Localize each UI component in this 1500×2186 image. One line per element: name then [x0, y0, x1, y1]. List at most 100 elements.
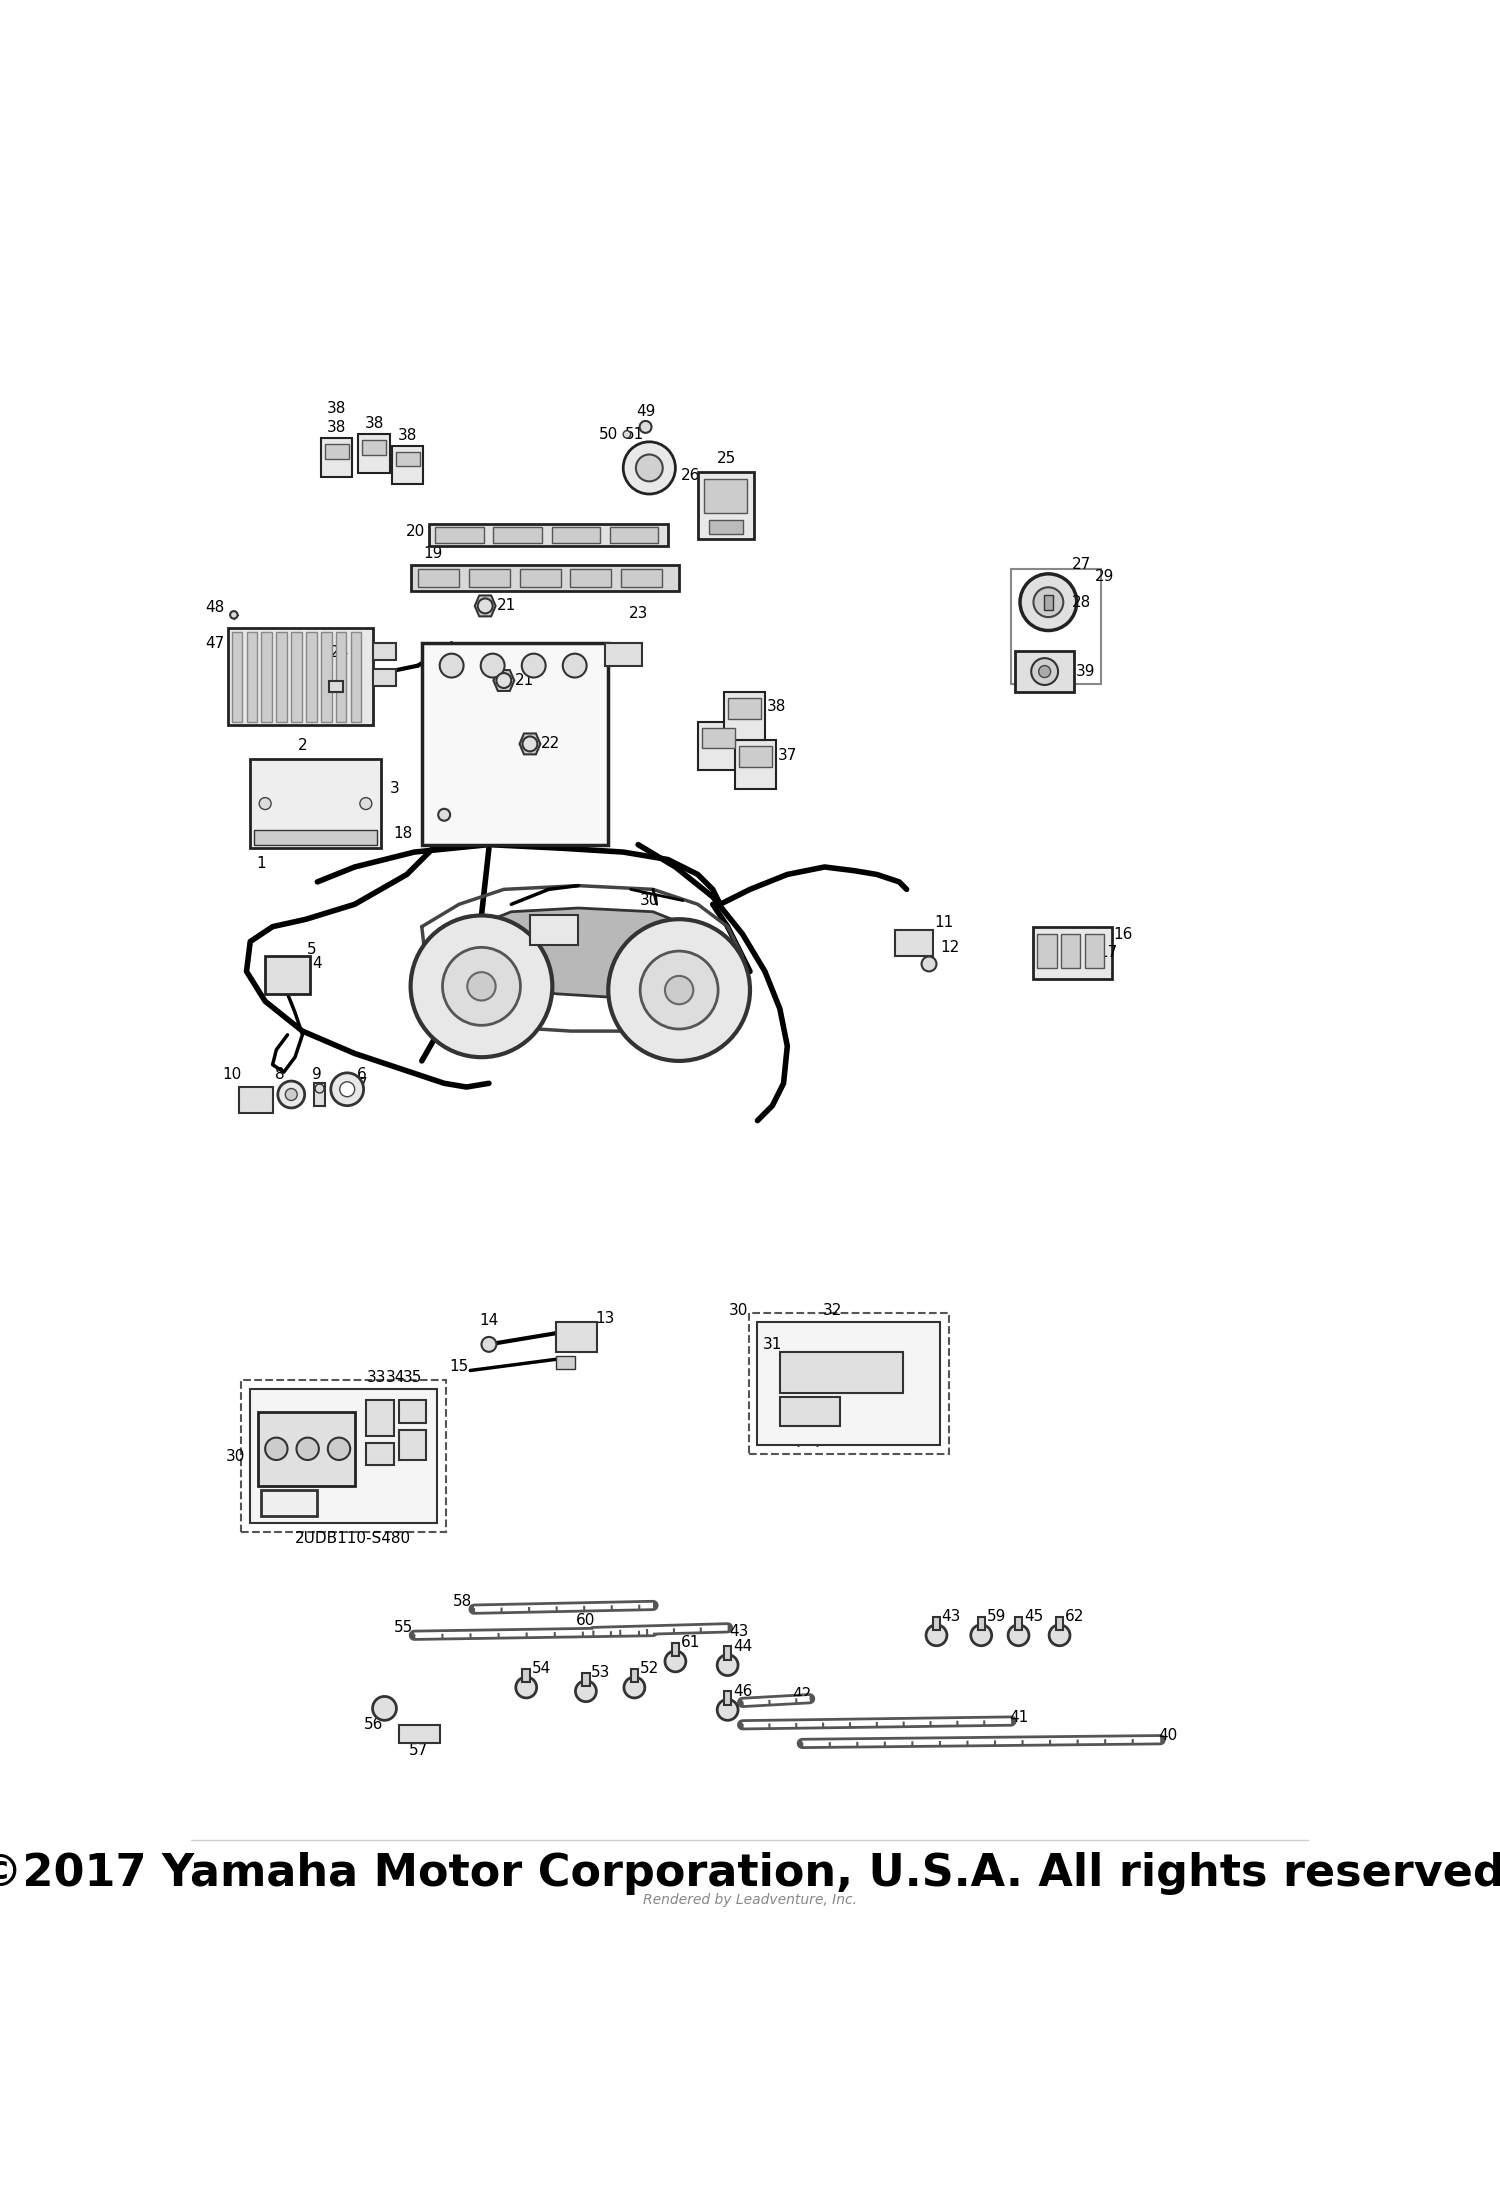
Bar [735, 741, 776, 789]
Circle shape [1030, 658, 1057, 684]
Text: 61: 61 [681, 1635, 700, 1650]
Text: 16: 16 [1113, 927, 1132, 942]
Text: 5: 5 [306, 942, 316, 957]
Bar [254, 831, 376, 844]
Text: 2: 2 [297, 739, 307, 752]
Bar [780, 1351, 903, 1392]
Circle shape [315, 1084, 324, 1093]
Circle shape [921, 957, 936, 971]
Circle shape [1034, 588, 1064, 616]
Text: FWD: FWD [268, 1495, 304, 1511]
Bar [228, 627, 374, 726]
Bar [399, 1725, 441, 1744]
Text: 27: 27 [1072, 557, 1092, 573]
Bar [276, 632, 286, 721]
Circle shape [636, 455, 663, 481]
Bar [419, 568, 459, 588]
Text: 7: 7 [357, 1078, 368, 1093]
Circle shape [496, 673, 512, 689]
Bar [374, 669, 396, 686]
Text: 53: 53 [591, 1666, 610, 1681]
Text: 8: 8 [276, 1067, 285, 1082]
Bar [1016, 651, 1074, 691]
Bar [321, 437, 352, 477]
Text: 30: 30 [225, 1449, 245, 1465]
Text: 62: 62 [1065, 1609, 1084, 1624]
Bar [978, 1618, 986, 1631]
Polygon shape [476, 595, 495, 616]
Text: 38: 38 [327, 400, 345, 415]
Text: 24: 24 [330, 645, 350, 660]
Circle shape [640, 951, 718, 1030]
Bar [740, 745, 772, 767]
Bar [896, 931, 933, 957]
Bar [429, 525, 668, 546]
Text: 52: 52 [639, 1661, 658, 1677]
Text: 47: 47 [206, 636, 224, 651]
Bar [522, 1668, 530, 1683]
Bar [702, 728, 735, 748]
Bar [351, 632, 361, 721]
Bar [374, 643, 396, 660]
Text: Rendered by Leadventure, Inc.: Rendered by Leadventure, Inc. [644, 1893, 856, 1906]
Text: 28: 28 [1072, 595, 1092, 610]
Text: 17: 17 [1098, 944, 1118, 960]
Circle shape [480, 654, 504, 678]
Circle shape [339, 1082, 354, 1097]
Bar [710, 520, 742, 533]
Bar [231, 632, 242, 721]
Text: 22: 22 [542, 737, 561, 752]
Bar [1034, 927, 1112, 979]
Circle shape [562, 654, 586, 678]
Text: 55: 55 [393, 1620, 412, 1635]
Text: 25: 25 [717, 450, 736, 466]
Text: 15: 15 [450, 1360, 468, 1375]
Text: 57: 57 [408, 1744, 428, 1758]
Bar [1084, 933, 1104, 968]
Bar [1056, 1618, 1064, 1631]
Bar [242, 1379, 446, 1532]
Bar [570, 568, 612, 588]
Bar [724, 691, 765, 741]
Bar [328, 680, 344, 691]
Bar [1016, 1618, 1023, 1631]
Text: 38: 38 [327, 420, 346, 435]
Text: 18: 18 [393, 826, 412, 842]
Text: 3: 3 [390, 780, 399, 796]
Circle shape [372, 1696, 396, 1720]
Text: 49: 49 [636, 404, 656, 420]
Circle shape [266, 1438, 288, 1460]
Circle shape [328, 1438, 350, 1460]
Circle shape [576, 1681, 597, 1701]
Text: 31: 31 [762, 1338, 782, 1351]
Bar [610, 527, 658, 544]
Bar [251, 1388, 436, 1524]
Text: 36: 36 [408, 1401, 428, 1414]
Bar [724, 1646, 732, 1659]
Bar [556, 1323, 597, 1351]
Bar [704, 479, 747, 514]
Bar [698, 721, 740, 769]
Circle shape [260, 798, 272, 809]
Circle shape [926, 1624, 946, 1646]
Bar [470, 568, 510, 588]
Bar [530, 916, 579, 944]
Bar [336, 632, 346, 721]
Text: 43: 43 [942, 1609, 962, 1624]
Bar [748, 1314, 950, 1454]
Polygon shape [519, 734, 540, 754]
Bar [519, 568, 561, 588]
Text: 60: 60 [576, 1613, 596, 1629]
Circle shape [717, 1655, 738, 1674]
Bar [552, 527, 600, 544]
Bar [582, 1672, 590, 1685]
Bar [306, 632, 316, 721]
Text: 21: 21 [496, 599, 516, 614]
Circle shape [440, 654, 464, 678]
Text: 12: 12 [940, 940, 960, 955]
Bar [933, 1618, 940, 1631]
Text: 30: 30 [729, 1303, 748, 1318]
Circle shape [522, 654, 546, 678]
Bar [326, 444, 348, 459]
Text: 9: 9 [312, 1067, 322, 1082]
